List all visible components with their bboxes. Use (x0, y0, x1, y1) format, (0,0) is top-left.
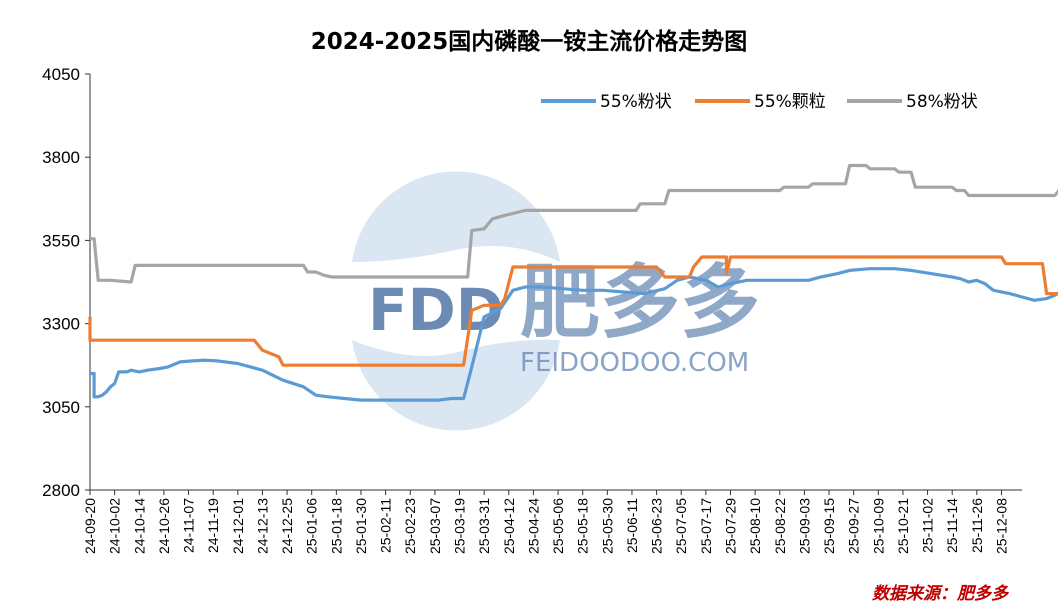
x-tick-label: 25-01-06 (304, 498, 320, 554)
y-tick-label: 4050 (42, 65, 80, 84)
series-lines (88, 163, 1058, 402)
x-tick-label: 25-07-05 (673, 498, 689, 554)
y-tick-label: 2800 (42, 481, 80, 500)
x-tick-label: 24-11-07 (181, 498, 197, 553)
legend-label-1: 55%颗粒 (754, 92, 826, 112)
x-tick-label: 25-09-03 (796, 498, 812, 554)
y-tick-label: 3800 (42, 148, 80, 167)
axes (89, 74, 1022, 491)
x-tick-label: 25-03-07 (427, 498, 443, 554)
y-tick-label: 3550 (42, 231, 80, 250)
legend-label-0: 55%粉状 (600, 92, 672, 112)
x-tick-label: 25-08-10 (747, 498, 763, 554)
y-tick-label: 3300 (42, 315, 80, 334)
x-tick-label: 25-10-09 (870, 498, 886, 554)
x-tick-label: 24-09-20 (82, 498, 98, 554)
watermark-logo-text: FDD (368, 276, 504, 344)
x-tick-label: 25-11-14 (944, 498, 960, 553)
legend: 55%粉状 55%颗粒 58%粉状 (541, 92, 978, 112)
x-tick-label: 25-10-21 (895, 498, 911, 554)
y-tick-label: 3050 (42, 398, 80, 417)
y-axis-ticks: 4050 3800 3550 3300 3050 2800 (42, 65, 90, 500)
feidoodoo-watermark: FDD 肥多多 FEIDOODOO.COM (352, 171, 760, 431)
series-line-2 (90, 163, 1058, 284)
x-tick-label: 25-02-23 (402, 498, 418, 554)
x-tick-label: 24-10-02 (107, 498, 123, 554)
legend-label-2: 58%粉状 (906, 92, 978, 112)
x-tick-label: 25-05-18 (575, 498, 591, 554)
x-tick-label: 24-11-19 (205, 498, 221, 553)
chart-title: 2024-2025国内磷酸一铵主流价格走势图 (311, 28, 748, 55)
x-tick-label: 25-01-18 (328, 498, 344, 554)
x-tick-label: 25-09-27 (846, 498, 862, 554)
x-tick-label: 25-01-30 (353, 498, 369, 554)
watermark-url: FEIDOODOO.COM (520, 348, 749, 378)
series-line-1 (88, 255, 1058, 367)
series-line-0 (90, 267, 1058, 402)
x-tick-label: 25-08-22 (772, 498, 788, 554)
watermark-globe-top (352, 171, 560, 262)
x-tick-label: 25-06-23 (649, 498, 665, 554)
x-tick-label: 24-10-14 (131, 498, 147, 554)
watermark-globe-bottom (352, 339, 560, 431)
x-tick-label: 25-03-31 (476, 498, 492, 554)
x-tick-label: 25-09-15 (821, 498, 837, 554)
watermark-brand-name: 肥多多 (520, 256, 760, 349)
x-tick-label: 25-07-29 (722, 498, 738, 554)
x-tick-label: 25-04-12 (501, 498, 517, 554)
x-tick-label: 25-07-17 (698, 498, 714, 554)
x-tick-label: 25-04-24 (525, 498, 541, 554)
x-tick-label: 25-02-11 (378, 498, 394, 553)
x-axis-ticks: 24-09-20 24-10-02 24-10-14 24-10-26 24-11-07… (82, 490, 1009, 554)
x-tick-label: 25-05-30 (599, 498, 615, 554)
source-note: 数据来源：肥多多 (872, 584, 1010, 604)
x-tick-label: 25-05-06 (550, 498, 566, 554)
x-tick-label: 25-12-08 (993, 498, 1009, 554)
x-tick-label: 25-06-11 (624, 498, 640, 553)
x-tick-label: 24-12-13 (254, 498, 270, 554)
x-tick-label: 24-12-01 (230, 498, 246, 554)
x-tick-label: 24-10-26 (156, 498, 172, 554)
x-tick-label: 25-11-26 (969, 498, 985, 553)
x-tick-label: 24-12-25 (279, 498, 295, 554)
x-tick-label: 25-11-02 (920, 498, 936, 553)
x-tick-label: 25-03-19 (452, 498, 468, 554)
